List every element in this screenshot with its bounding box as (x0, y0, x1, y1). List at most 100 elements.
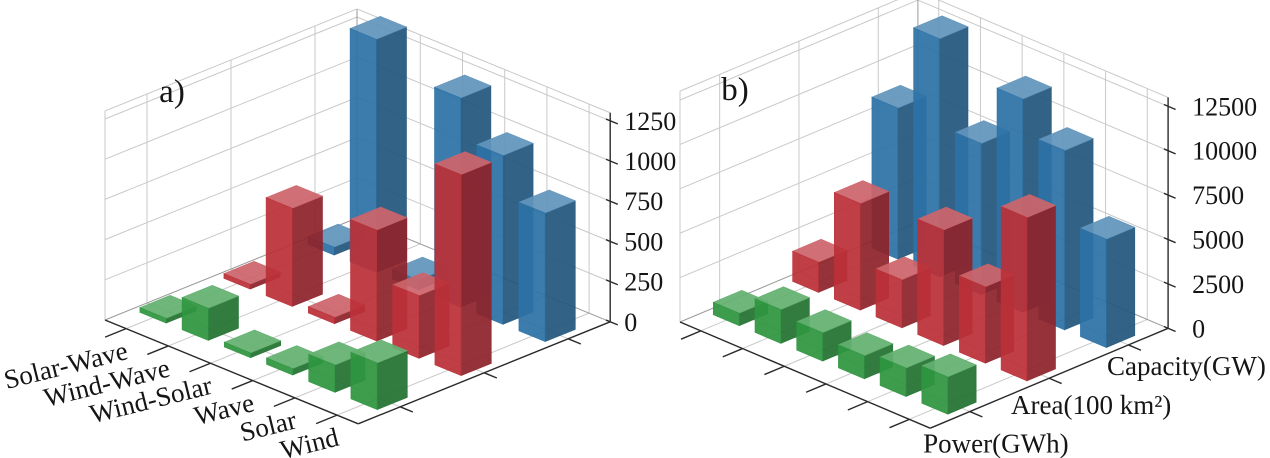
bar-b-capacity-wind (1079, 215, 1136, 349)
row-label-power: Power(GWh) (923, 429, 1068, 458)
z-tick-label: 1250 (624, 107, 676, 136)
bar-side-face (1026, 205, 1056, 382)
bar-a-power-wind-solar (223, 329, 282, 359)
x-tick (273, 397, 296, 407)
z-tick (1163, 103, 1176, 111)
bar-side-face (291, 195, 323, 307)
x-tick (722, 347, 743, 358)
y-tick (483, 372, 498, 379)
bar-a-capacity-wind (518, 189, 577, 343)
x-tick (147, 345, 169, 356)
z-tick-label: 2500 (1192, 270, 1244, 299)
bar-front-face (308, 353, 336, 393)
bar-side-face (1106, 226, 1136, 349)
bar-side-face (460, 161, 492, 377)
z-tick (1163, 281, 1176, 288)
y-tick (969, 410, 983, 418)
z-tick-label: 1000 (624, 147, 676, 176)
x-tick (847, 401, 868, 411)
z-tick (1163, 148, 1176, 155)
left-wall-top-edge (104, 8, 358, 112)
bar-front-face (917, 218, 944, 346)
bar-b-power-wind-solar (795, 309, 852, 362)
bar-b-area-wind (1000, 194, 1057, 382)
bar-front-face (959, 275, 986, 364)
panel-letter-b: b) (721, 72, 749, 108)
bar-front-face (875, 268, 903, 329)
z-tick (605, 239, 619, 246)
z-tick-label: 7500 (1192, 181, 1244, 210)
back-wall-top-edge (937, 0, 1169, 98)
bar-b-power-wave (837, 332, 894, 380)
bar-front-face (434, 163, 462, 377)
z-tick (1163, 192, 1176, 199)
panel-a: 025050075010001250Solar-WaveWind-WaveWin… (1, 8, 676, 458)
z-gridline (917, 0, 1169, 107)
bar-front-face (712, 301, 740, 327)
z-tick-label: 12500 (1192, 92, 1257, 121)
bar-a-power-solar (307, 341, 366, 393)
bar-front-face (838, 344, 865, 380)
z-tick (605, 158, 619, 165)
x-tick (315, 414, 338, 425)
bar-a-area-wind-wave (265, 185, 324, 307)
bar-b-area-wave (916, 206, 973, 346)
z-tick-label: 750 (624, 187, 663, 216)
y-tick (399, 406, 414, 413)
bar-front-face (833, 192, 861, 311)
bar-front-face (139, 307, 167, 324)
x-tick (764, 365, 785, 376)
x-tick (805, 383, 827, 393)
bar-front-face (266, 357, 294, 376)
bar-front-face (1000, 206, 1028, 382)
y-tick (567, 338, 582, 345)
bar-front-face (224, 341, 251, 359)
row-label-capacity: Capacity(GW) (1107, 351, 1266, 381)
bar-front-face (792, 250, 819, 293)
bar-front-face (223, 273, 251, 290)
bar-a-power-wind-wave (181, 284, 240, 341)
z-tick (605, 279, 619, 286)
z-tick-label: 10000 (1192, 137, 1257, 166)
z-tick-label: 500 (624, 227, 663, 256)
bar-a-area-wind (434, 151, 493, 377)
bar-front-face (307, 306, 335, 325)
x-tick (889, 418, 910, 429)
x-axis-line (104, 319, 359, 425)
x-tick (680, 330, 702, 340)
z-tick-label: 0 (624, 308, 637, 337)
bar-side-face (544, 200, 576, 343)
z-tick (605, 319, 619, 326)
row-label-area: Area(100 km²) (1011, 390, 1171, 420)
z-tick-label: 0 (1192, 314, 1205, 343)
z-tick (605, 198, 619, 205)
bar-a-power-wind (350, 339, 409, 411)
bar-front-face (350, 218, 378, 342)
bar-front-face (754, 298, 782, 344)
x-axis-line (679, 321, 931, 429)
z-tick (605, 118, 619, 125)
panel-b: 0 2500 5000 7500 10000 12500 Power(GWh) Area(10… (679, 0, 1266, 458)
bar-front-face (879, 356, 907, 397)
bar-b-power-wind (921, 353, 977, 415)
y-tick (1048, 377, 1062, 385)
bar-front-face (796, 321, 823, 362)
left-wall-top-edge (679, 0, 899, 92)
z-tick (1163, 237, 1176, 244)
bar-front-face (265, 197, 293, 307)
bar-front-face (181, 297, 209, 341)
x-tick (231, 379, 253, 390)
panel-letter-a: a) (159, 74, 185, 110)
z-tick (1163, 325, 1176, 333)
x-tick (104, 328, 127, 338)
bar-front-face (350, 351, 378, 411)
bar-front-face (392, 284, 420, 359)
bar-front-face (1080, 227, 1107, 349)
y-tick (1128, 344, 1142, 351)
z-tick-label: 5000 (1192, 226, 1244, 255)
z-tick-label: 250 (624, 268, 663, 297)
bar-front-face (518, 201, 546, 343)
x-tick (189, 362, 211, 373)
